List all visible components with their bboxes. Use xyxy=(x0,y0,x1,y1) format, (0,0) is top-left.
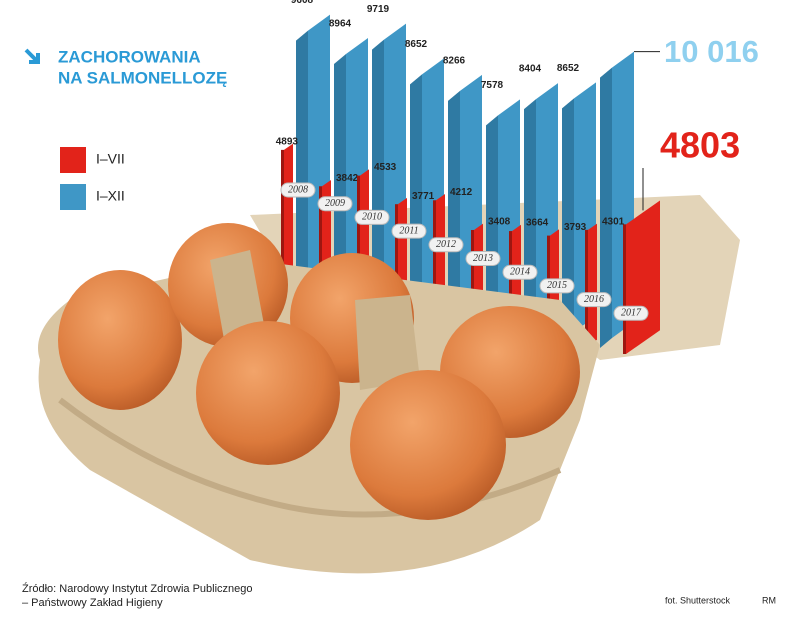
value-label: 3664 xyxy=(526,218,549,229)
value-label: 4803 xyxy=(660,125,740,166)
bar-side xyxy=(509,231,512,330)
value-label: 4893 xyxy=(276,137,299,148)
x-tick-label: 2014 xyxy=(510,266,530,277)
legend-label: I–XII xyxy=(96,188,125,204)
x-tick-label: 2009 xyxy=(325,198,345,209)
x-tick-label: 2012 xyxy=(436,239,456,250)
legend-swatch xyxy=(60,147,86,173)
year-pill xyxy=(465,251,501,266)
bar-side xyxy=(296,30,308,301)
value-label: 3771 xyxy=(412,191,435,202)
author: RM xyxy=(762,595,776,605)
bar-side xyxy=(471,229,474,322)
egg xyxy=(350,370,506,520)
bar xyxy=(626,200,660,354)
bar-side xyxy=(448,90,460,325)
year-pill xyxy=(502,264,538,280)
value-label: 3408 xyxy=(488,217,511,228)
value-label: 9719 xyxy=(367,4,390,15)
x-tick-label: 2013 xyxy=(473,253,493,264)
legend-swatch xyxy=(60,184,86,210)
bar-side xyxy=(334,53,346,306)
x-tick-label: 2015 xyxy=(547,280,567,291)
x-tick-label: 2010 xyxy=(362,212,382,223)
value-label: 10 016 xyxy=(664,34,759,69)
bar-side xyxy=(319,186,322,290)
bar-side xyxy=(281,149,284,282)
x-tick-label: 2011 xyxy=(399,225,418,236)
chart-title: NA SALMONELLOZĘ xyxy=(58,68,227,87)
bar xyxy=(588,223,597,346)
egg xyxy=(196,321,340,465)
year-pill xyxy=(280,182,316,198)
value-label: 7578 xyxy=(481,80,504,91)
bar-side xyxy=(623,224,626,354)
bar xyxy=(436,193,445,314)
value-label: 8652 xyxy=(405,39,428,50)
bar-side xyxy=(433,200,436,314)
year-pill xyxy=(613,305,649,321)
bar-side xyxy=(372,39,384,312)
year-pill xyxy=(428,237,464,253)
value-label: 8964 xyxy=(329,19,352,30)
x-tick-label: 2016 xyxy=(584,294,604,305)
photo-credit: fot. Shutterstock xyxy=(665,595,731,605)
source: Źródło: Narodowy Instytut Zdrowia Public… xyxy=(22,582,253,595)
egg xyxy=(58,270,182,410)
tray-cone xyxy=(210,250,265,345)
value-label: 8266 xyxy=(443,55,466,66)
x-tick-label: 2017 xyxy=(621,308,642,319)
title-block: ZACHOROWANIA NA SALMONELLOZĘ xyxy=(24,47,227,87)
bar-side xyxy=(410,74,422,319)
year-pill xyxy=(391,223,427,239)
bar-side xyxy=(395,204,398,306)
source: – Państwowy Zakład Higieny xyxy=(22,597,163,609)
value-label: 9608 xyxy=(291,0,314,6)
legend-label: I–VII xyxy=(96,151,125,167)
bar-side xyxy=(357,175,360,298)
value-label: 4533 xyxy=(374,162,397,173)
value-label: 4212 xyxy=(450,187,473,198)
bar-side xyxy=(486,115,498,330)
value-label: 3793 xyxy=(564,222,587,233)
legend: I–VII I–XII xyxy=(60,147,125,210)
year-pill xyxy=(354,209,390,225)
value-label: 3842 xyxy=(336,173,359,184)
year-pill xyxy=(317,196,353,212)
bar xyxy=(284,143,293,282)
bar-side xyxy=(585,229,588,346)
value-label: 8652 xyxy=(557,63,580,74)
bar-side xyxy=(600,67,612,349)
year-pill xyxy=(576,292,612,308)
tray-cone xyxy=(355,295,420,390)
value-label: 4301 xyxy=(602,217,625,228)
x-tick-label: 2008 xyxy=(288,184,308,195)
chart-title: ZACHOROWANIA xyxy=(58,47,201,66)
title-arrow xyxy=(24,48,40,64)
value-label: 8404 xyxy=(519,64,542,75)
year-pill xyxy=(539,278,575,294)
